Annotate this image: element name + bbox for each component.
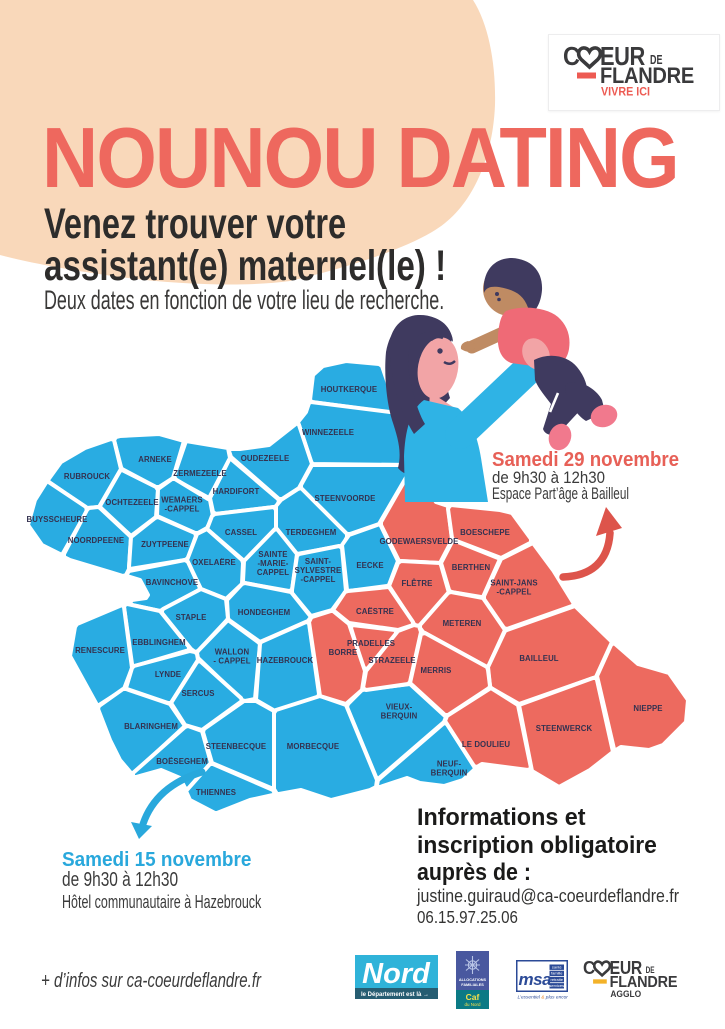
svg-text:WALLON: WALLON xyxy=(215,648,250,657)
svg-text:CAPPEL: CAPPEL xyxy=(257,568,289,577)
svg-text:AGGLO: AGGLO xyxy=(610,989,641,1000)
svg-text:EECKE: EECKE xyxy=(356,561,383,570)
svg-text:OXELAËRE: OXELAËRE xyxy=(192,558,236,567)
svg-text:FLANDRE: FLANDRE xyxy=(610,973,678,991)
svg-text:MERRIS: MERRIS xyxy=(421,666,452,675)
svg-text:famille: famille xyxy=(551,971,563,976)
svg-text:le Département est là →: le Département est là → xyxy=(361,992,429,998)
svg-text:BOESCHEPE: BOESCHEPE xyxy=(460,528,510,537)
svg-text:SAINT-: SAINT- xyxy=(305,557,331,566)
svg-text:Nord: Nord xyxy=(362,958,431,990)
svg-text:WINNEZEELE: WINNEZEELE xyxy=(302,428,354,437)
svg-text:BLARINGHEM: BLARINGHEM xyxy=(124,722,178,731)
svg-text:EUR: EUR xyxy=(610,957,643,979)
svg-text:PRADELLES: PRADELLES xyxy=(347,639,395,648)
svg-text:SERCUS: SERCUS xyxy=(181,689,214,698)
svg-text:ALLOCATIONS: ALLOCATIONS xyxy=(459,978,487,982)
svg-text:LYNDE: LYNDE xyxy=(155,670,181,679)
svg-text:NOORDPEENE: NOORDPEENE xyxy=(68,536,124,545)
svg-text:du Nord: du Nord xyxy=(464,1002,481,1007)
svg-text:NIEPPE: NIEPPE xyxy=(633,704,662,713)
svg-text:STEENWERCK: STEENWERCK xyxy=(536,724,593,733)
svg-text:FLÊTRE: FLÊTRE xyxy=(402,579,433,588)
svg-text:CASSEL: CASSEL xyxy=(225,528,257,537)
svg-text:EBBLINGHEM: EBBLINGHEM xyxy=(132,638,185,647)
svg-text:NEUF-: NEUF- xyxy=(437,760,462,769)
svg-text:HAZEBROUCK: HAZEBROUCK xyxy=(257,656,314,665)
svg-text:BORRE: BORRE xyxy=(329,648,358,657)
svg-text:retraite: retraite xyxy=(551,977,564,982)
svg-text:CAËSTRE: CAËSTRE xyxy=(356,607,394,616)
svg-text:LE DOULIEU: LE DOULIEU xyxy=(462,740,510,749)
svg-text:BAILLEUL: BAILLEUL xyxy=(519,654,558,663)
svg-text:THIENNES: THIENNES xyxy=(196,788,236,797)
svg-text:STEENBECQUE: STEENBECQUE xyxy=(206,742,266,751)
svg-text:msa: msa xyxy=(519,970,552,989)
svg-text:MORBECQUE: MORBECQUE xyxy=(287,742,339,751)
svg-text:BUYSSCHEURE: BUYSSCHEURE xyxy=(27,515,88,524)
svg-text:ARNEKE: ARNEKE xyxy=(138,455,172,464)
svg-text:STEENVOORDE: STEENVOORDE xyxy=(315,494,376,503)
svg-text:HOUTKERQUE: HOUTKERQUE xyxy=(321,385,377,394)
svg-text:STAPLE: STAPLE xyxy=(176,613,207,622)
svg-text:C: C xyxy=(583,957,595,978)
svg-text:Caf: Caf xyxy=(466,992,480,1002)
svg-text:BERQUIN: BERQUIN xyxy=(381,712,418,721)
svg-text:TERDEGHEM: TERDEGHEM xyxy=(286,528,337,537)
svg-text:VIEUX-: VIEUX- xyxy=(386,703,413,712)
svg-text:METEREN: METEREN xyxy=(443,619,482,628)
svg-text:-CAPPEL: -CAPPEL xyxy=(165,505,200,514)
svg-text:santé: santé xyxy=(552,965,563,970)
svg-text:ZUYTPEENE: ZUYTPEENE xyxy=(141,540,189,549)
svg-text:RUBROUCK: RUBROUCK xyxy=(64,472,111,481)
svg-text:HONDEGHEM: HONDEGHEM xyxy=(238,608,290,617)
svg-text:OUDEZEELE: OUDEZEELE xyxy=(241,454,290,463)
svg-text:- CAPPEL: - CAPPEL xyxy=(213,657,250,666)
svg-text:services: services xyxy=(549,983,564,988)
svg-text:BAVINCHOVE: BAVINCHOVE xyxy=(146,578,198,587)
svg-text:BOËSEGHEM: BOËSEGHEM xyxy=(156,757,208,766)
svg-text:FAMILIALES: FAMILIALES xyxy=(461,983,484,987)
svg-text:OCHTEZEELE: OCHTEZEELE xyxy=(105,498,158,507)
svg-text:L’essentiel & plus encore: L’essentiel & plus encore xyxy=(518,995,569,1001)
svg-text:SAINT-JANS: SAINT-JANS xyxy=(490,579,537,588)
svg-text:STRAZEELE: STRAZEELE xyxy=(368,656,415,665)
svg-text:HARDIFORT: HARDIFORT xyxy=(213,487,260,496)
svg-text:WEMAERS: WEMAERS xyxy=(161,496,202,505)
svg-text:SAINTE: SAINTE xyxy=(258,550,287,559)
svg-text:GODEWAERSVELDE: GODEWAERSVELDE xyxy=(380,537,459,546)
svg-text:ZERMEZEELE: ZERMEZEELE xyxy=(173,469,226,478)
svg-text:-CAPPEL: -CAPPEL xyxy=(497,588,532,597)
svg-text:BERTHEN: BERTHEN xyxy=(452,563,491,572)
svg-text:SYLVESTRE: SYLVESTRE xyxy=(295,566,342,575)
svg-text:DE: DE xyxy=(646,965,655,975)
svg-text:RENESCURE: RENESCURE xyxy=(75,646,125,655)
svg-text:BERQUIN: BERQUIN xyxy=(431,769,468,778)
svg-text:-CAPPEL: -CAPPEL xyxy=(301,575,336,584)
svg-text:-MARIE-: -MARIE- xyxy=(257,559,288,568)
